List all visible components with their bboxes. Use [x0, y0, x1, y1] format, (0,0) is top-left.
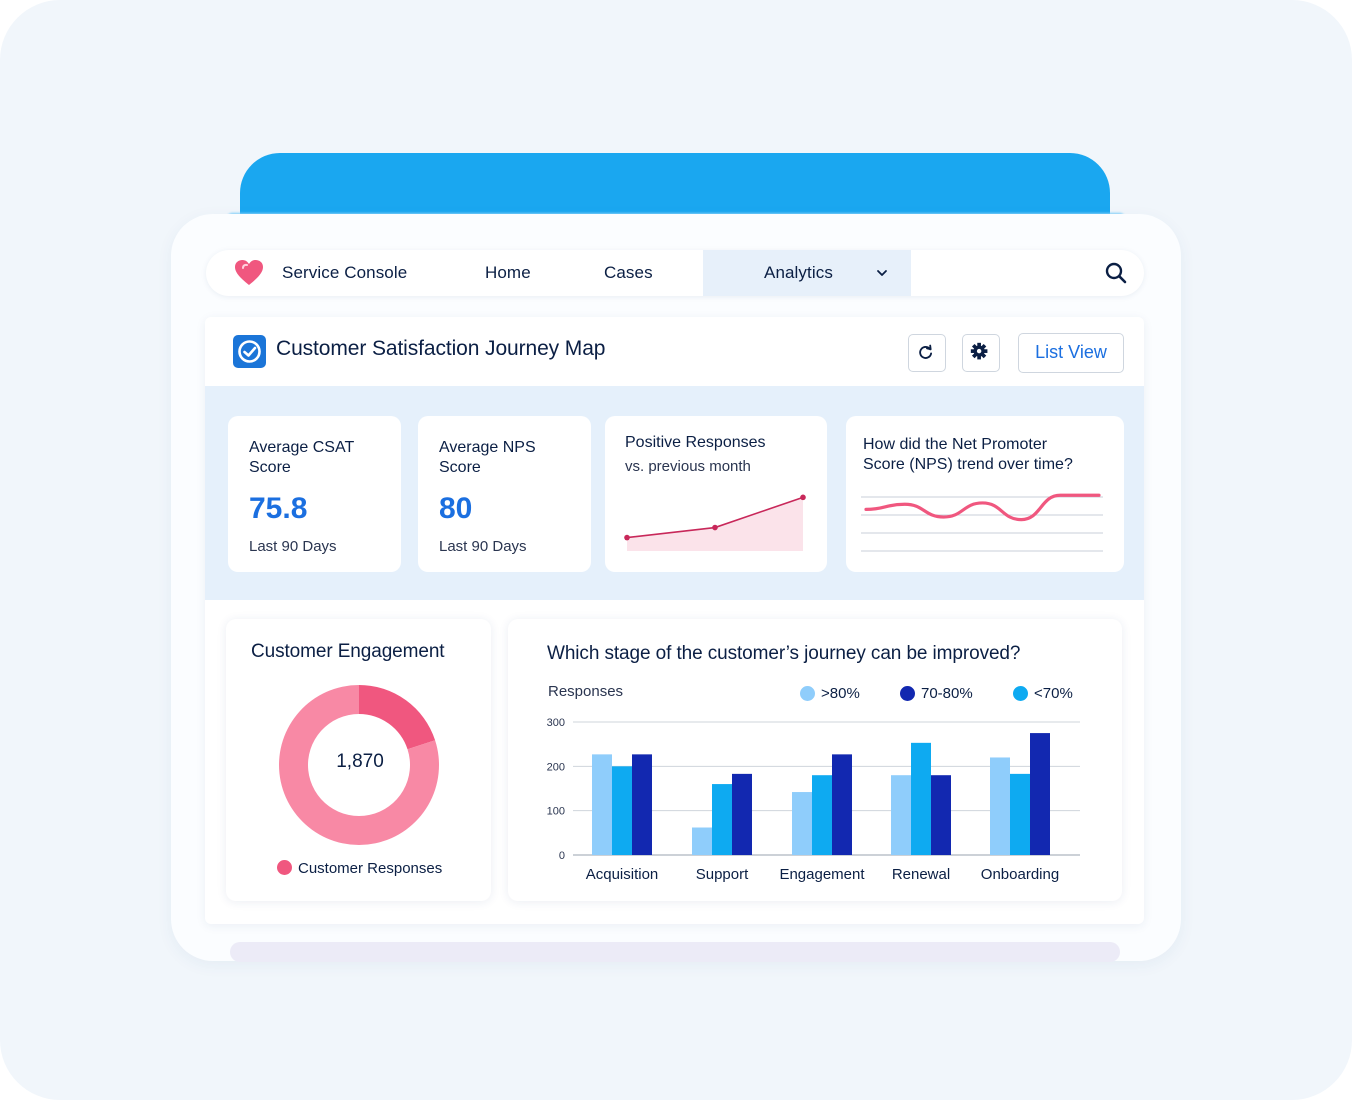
x-tick-label: Acquisition: [586, 866, 659, 883]
nav-item-analytics[interactable]: [703, 250, 911, 296]
refresh-icon: [919, 344, 933, 359]
engagement-legend: Customer Responses: [298, 860, 443, 877]
nav-item-cases[interactable]: Cases: [604, 263, 653, 282]
legend-item: 70-80%: [921, 685, 973, 702]
bar: [990, 757, 1010, 855]
journey-chart-card[interactable]: Which stage of the customer’s journey ca…: [508, 619, 1122, 901]
dashboard-card: Customer Satisfaction Journey Map: [205, 317, 1144, 924]
bar: [891, 775, 911, 855]
journey-chart-title: Which stage of the customer’s journey ca…: [547, 643, 1021, 664]
legend-item: <70%: [1034, 685, 1073, 702]
bar: [792, 792, 812, 855]
bar: [692, 827, 712, 855]
bar: [911, 742, 931, 855]
gear-icon: [970, 342, 988, 360]
x-tick-label: Engagement: [779, 866, 865, 883]
top-nav: Service Console Home Cases Analytics: [206, 250, 1144, 296]
nps-trend-line: [864, 493, 1101, 522]
engagement-card[interactable]: Customer Engagement 1,870 Customer Respo…: [226, 619, 491, 901]
donut-slice: [279, 685, 439, 845]
y-axis-label: Responses: [548, 683, 624, 700]
nav-brand[interactable]: Service Console: [282, 263, 408, 282]
nps-trend-chart: [861, 493, 1103, 552]
bar: [832, 754, 852, 855]
decorative-shadow: [230, 942, 1120, 962]
nps-trend-title: How did the Net Promoter Score (NPS) tre…: [863, 436, 1073, 473]
kpi-label: Average CSAT Score: [249, 439, 355, 476]
sparkline-point: [624, 534, 630, 541]
sparkline-point: [712, 524, 718, 531]
chevron-down-icon[interactable]: [876, 268, 888, 278]
kpi-value: 80: [439, 492, 473, 525]
bar: [1010, 773, 1030, 855]
nav-item-home[interactable]: Home: [485, 263, 531, 282]
list-view-button[interactable]: List View: [1018, 333, 1124, 373]
legend-dot: [900, 686, 915, 701]
kpi-card-csat[interactable]: Average CSAT Score 75.8 Last 90 Days: [228, 416, 401, 572]
y-tick-label: 100: [547, 806, 565, 818]
settings-button[interactable]: [962, 334, 1000, 372]
sparkline-point: [800, 494, 806, 501]
x-tick-label: Onboarding: [981, 866, 1059, 883]
donut-slice: [359, 685, 436, 750]
kpi-label: Average NPS Score: [439, 439, 536, 476]
positive-responses-subtitle: vs. previous month: [625, 458, 751, 475]
x-tick-label: Renewal: [892, 866, 950, 883]
kpi-card-nps[interactable]: Average NPS Score 80 Last 90 Days: [418, 416, 591, 572]
kpi-period: Last 90 Days: [439, 538, 527, 555]
bar: [732, 773, 752, 855]
bar: [1030, 733, 1050, 855]
engagement-total: 1,870: [336, 751, 384, 772]
y-tick-label: 200: [547, 761, 565, 773]
bar: [632, 754, 652, 855]
sparkline-area: [627, 497, 803, 551]
legend-dot: [1013, 686, 1028, 701]
positive-responses-chart: [624, 494, 806, 551]
positive-responses-title: Positive Responses: [625, 434, 766, 451]
y-tick-label: 0: [559, 850, 565, 862]
positive-responses-card[interactable]: Positive Responses vs. previous month: [605, 416, 827, 572]
nps-trend-card[interactable]: How did the Net Promoter Score (NPS) tre…: [846, 416, 1124, 572]
y-tick-label: 300: [547, 717, 565, 729]
kpi-period: Last 90 Days: [249, 538, 337, 555]
bar: [712, 784, 732, 855]
page-title: Customer Satisfaction Journey Map: [276, 337, 606, 360]
legend-dot: [800, 686, 815, 701]
engagement-title: Customer Engagement: [251, 641, 445, 662]
nav-item-analytics-label: Analytics: [764, 263, 833, 282]
legend-dot: [277, 860, 292, 875]
bar: [612, 766, 632, 855]
gauge-icon: [233, 335, 266, 368]
engagement-donut-chart: [279, 685, 439, 845]
journey-bar-chart: 0 100 200 300 Acquisition Support Engagement Re…: [547, 717, 1080, 883]
legend-item: >80%: [821, 685, 860, 702]
kpi-value: 75.8: [249, 492, 308, 525]
search-icon[interactable]: [1105, 262, 1127, 284]
refresh-button[interactable]: [908, 334, 946, 372]
bar: [931, 775, 951, 855]
bar: [592, 754, 612, 855]
x-tick-label: Support: [696, 866, 749, 883]
bar: [812, 775, 832, 855]
heart-icon[interactable]: [234, 259, 264, 287]
